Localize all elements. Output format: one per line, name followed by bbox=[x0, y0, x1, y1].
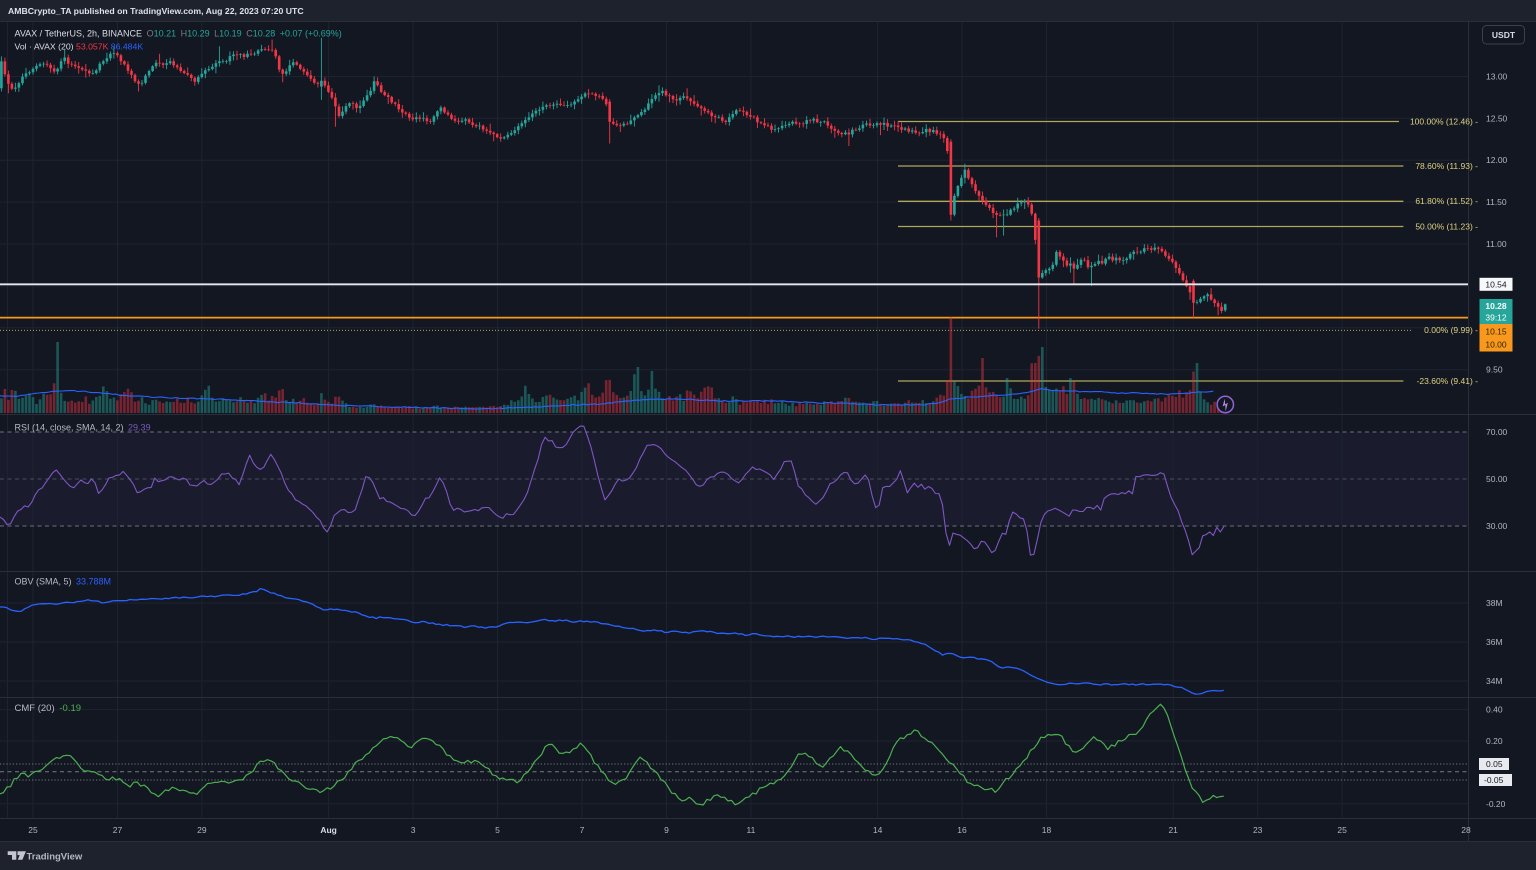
svg-text:9.50: 9.50 bbox=[1486, 365, 1503, 375]
svg-text:50.00: 50.00 bbox=[1486, 474, 1508, 484]
svg-text:0.40: 0.40 bbox=[1486, 705, 1503, 715]
svg-text:9: 9 bbox=[664, 825, 669, 835]
svg-text:AMBCrypto_TA published on Trad: AMBCrypto_TA published on TradingView.co… bbox=[8, 6, 304, 16]
svg-text:29: 29 bbox=[197, 825, 207, 835]
svg-text:12.50: 12.50 bbox=[1486, 113, 1508, 123]
svg-text:0.20: 0.20 bbox=[1486, 736, 1503, 746]
svg-text:0.05: 0.05 bbox=[1486, 759, 1503, 769]
svg-text:34M: 34M bbox=[1486, 676, 1503, 686]
svg-text:10.15: 10.15 bbox=[1485, 327, 1507, 337]
svg-text:14: 14 bbox=[873, 825, 883, 835]
svg-text:18: 18 bbox=[1042, 825, 1052, 835]
svg-text:100.00% (12.46) -: 100.00% (12.46) - bbox=[1410, 116, 1478, 126]
svg-text:TradingView: TradingView bbox=[27, 851, 83, 862]
svg-text:11: 11 bbox=[746, 825, 755, 835]
svg-text:RSI (14, close, SMA, 14, 2) 29: RSI (14, close, SMA, 14, 2) 29.39 bbox=[15, 423, 151, 433]
svg-text:7: 7 bbox=[580, 825, 585, 835]
svg-text:25: 25 bbox=[1337, 825, 1347, 835]
svg-text:AVAX / TetherUS, 2h, BINANCE O: AVAX / TetherUS, 2h, BINANCE O10.21 H10.… bbox=[15, 29, 342, 39]
svg-text:3: 3 bbox=[411, 825, 416, 835]
svg-text:36M: 36M bbox=[1486, 637, 1503, 647]
svg-text:12.00: 12.00 bbox=[1486, 155, 1508, 165]
svg-text:11.50: 11.50 bbox=[1486, 197, 1507, 207]
svg-text:-0.05: -0.05 bbox=[1484, 775, 1504, 785]
svg-text:0.00% (9.99) -: 0.00% (9.99) - bbox=[1424, 325, 1478, 335]
svg-text:5: 5 bbox=[495, 825, 500, 835]
svg-text:-23.60% (9.41) -: -23.60% (9.41) - bbox=[1417, 376, 1479, 386]
svg-text:27: 27 bbox=[113, 825, 123, 835]
svg-text:38M: 38M bbox=[1486, 598, 1503, 608]
svg-text:USDT: USDT bbox=[1492, 30, 1516, 40]
svg-text:25: 25 bbox=[28, 825, 38, 835]
svg-text:10.00: 10.00 bbox=[1485, 340, 1507, 350]
svg-text:16: 16 bbox=[957, 825, 967, 835]
svg-text:-0.20: -0.20 bbox=[1486, 799, 1506, 809]
svg-text:78.60% (11.93) -: 78.60% (11.93) - bbox=[1415, 161, 1478, 171]
svg-text:Aug: Aug bbox=[320, 825, 337, 835]
svg-text:50.00% (11.23) -: 50.00% (11.23) - bbox=[1415, 221, 1478, 231]
svg-text:30.00: 30.00 bbox=[1486, 521, 1508, 531]
svg-text:11.00: 11.00 bbox=[1486, 239, 1507, 249]
svg-text:OBV (SMA, 5) 33.788M: OBV (SMA, 5) 33.788M bbox=[15, 577, 112, 587]
svg-text:39:12: 39:12 bbox=[1485, 313, 1507, 323]
svg-text:70.00: 70.00 bbox=[1486, 427, 1508, 437]
svg-text:21: 21 bbox=[1168, 825, 1178, 835]
svg-text:CMF (20) -0.19: CMF (20) -0.19 bbox=[15, 703, 82, 714]
svg-text:10.54: 10.54 bbox=[1485, 280, 1507, 290]
svg-text:10.28: 10.28 bbox=[1485, 301, 1507, 311]
svg-text:23: 23 bbox=[1253, 825, 1263, 835]
svg-text:28: 28 bbox=[1461, 825, 1471, 835]
svg-text:61.80% (11.52) -: 61.80% (11.52) - bbox=[1415, 196, 1478, 206]
svg-text:13.00: 13.00 bbox=[1486, 72, 1508, 82]
svg-text:Vol · AVAX (20) 53.057K 86.4: Vol · AVAX (20) 53.057K 86.484K bbox=[15, 42, 144, 52]
